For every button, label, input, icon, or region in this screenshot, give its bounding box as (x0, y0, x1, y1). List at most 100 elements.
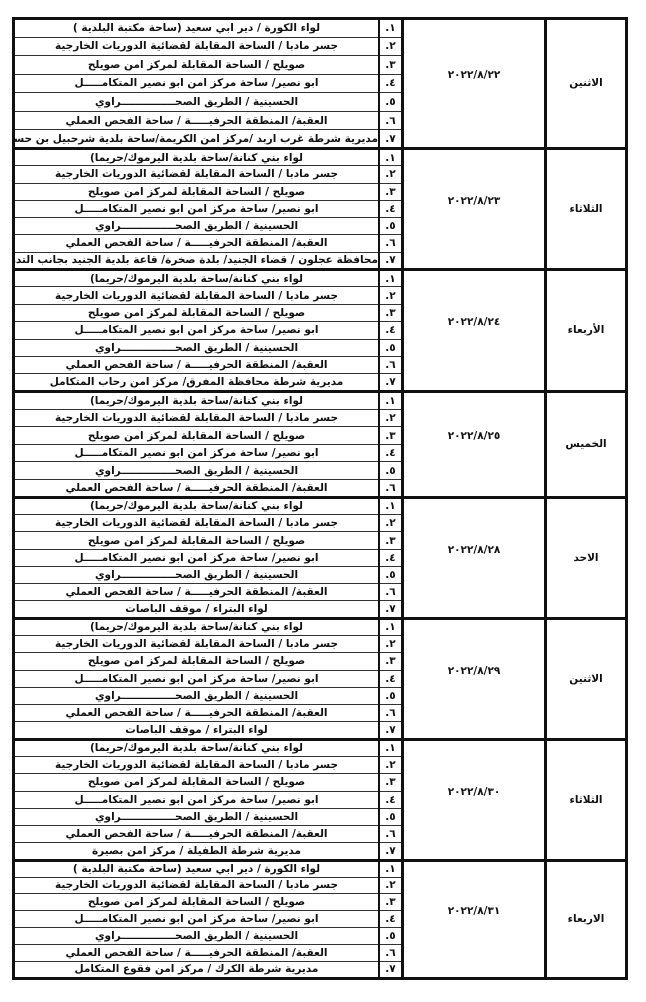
row-number: ٢. (378, 877, 403, 895)
schedule-row: ٢. جسر مادبا / الساحة المقابلة لقضائية ال… (13, 635, 627, 654)
location-cell: ابو نصير/ ساحة مركز امن ابو نصير المتكام… (13, 444, 379, 463)
day-cell: الاحد (544, 497, 627, 620)
location-cell: صويلح / الساحة المقابلة لمركز امن صويلح (13, 304, 379, 323)
location-cell: ابو نصير/ ساحة مركز امن ابو نصير المتكام… (13, 910, 379, 929)
row-number: ٥. (378, 808, 403, 827)
location-cell: العقبة/ المنطقة الحرفيـــــة / ساحة الفح… (13, 825, 379, 844)
row-number: ٤. (378, 74, 403, 94)
location-cell: ابو نصير/ ساحة مركز امن ابو نصير المتكام… (13, 321, 379, 340)
row-number: ١. (378, 148, 403, 167)
schedule-row: ٥. الحسينية / الطريق الصحـــــــــــــــر… (13, 217, 627, 236)
row-number: ٦. (378, 479, 403, 499)
location-cell: صويلح / الساحة المقابلة لمركز امن صويلح (13, 652, 379, 671)
schedule-row: ٢. جسر مادبا / الساحة المقابلة لقضائية ال… (13, 877, 627, 895)
row-number: ٥. (378, 339, 403, 358)
schedule-row: ٢. جسر مادبا / الساحة المقابلة لقضائية ال… (13, 165, 627, 184)
location-cell: لواء بني كنانة/ساحة بلدية اليرموك/حريما) (13, 497, 379, 516)
date-text: ٢٠٢٢/٨/٢٣ (447, 194, 501, 207)
schedule-row: ٥. الحسينية / الطريق الصحـــــــــــــــر… (13, 566, 627, 585)
schedule-row: ٥. الحسينية / الطريق الصحـــــــــــــــر… (13, 339, 627, 358)
schedule-row: ٧. محافظة عجلون / قضاء الجنيد/ بلدة صخرة/… (13, 252, 627, 271)
location-cell: ابو نصير/ ساحة مركز امن ابو نصير المتكام… (13, 74, 379, 94)
schedule-row: ٣. صويلح / الساحة المقابلة لمركز امن صويل… (13, 652, 627, 671)
row-number: ٣. (378, 55, 403, 75)
schedule-row: ٥. الحسينية / الطريق الصحـــــــــــــــر… (13, 92, 627, 112)
location-cell: صويلح / الساحة المقابلة لمركز امن صويلح (13, 183, 379, 201)
schedule-row: ٤. ابو نصير/ ساحة مركز امن ابو نصير المتك… (13, 791, 627, 809)
row-number: ٣. (378, 304, 403, 323)
schedule-table: الاثنين ٢٠٢٢/٨/٢٢ ١. لواء الكورة / دير ابي … (12, 17, 628, 980)
schedule-row: ٤. ابو نصير/ ساحة مركز امن ابو نصير المتك… (13, 444, 627, 463)
date-cell: ٢٠٢٢/٨/٢٤ (401, 269, 546, 393)
row-number: ٤. (378, 549, 403, 567)
location-cell: لواء البتراء / موقف الباصات (13, 721, 379, 741)
schedule-row: ٦. العقبة/ المنطقة الحرفيـــــة / ساحة ال… (13, 704, 627, 723)
row-number: ٦. (378, 111, 403, 131)
schedule-row: ٦. العقبة/ المنطقة الحرفيـــــة / ساحة ال… (13, 583, 627, 602)
location-cell: الحسينية / الطريق الصحـــــــــــــــراو… (13, 687, 379, 706)
location-cell: مديرية شرطة محافظة المفرق/ مركز امن رحاب… (13, 373, 379, 393)
row-number: ١. (378, 860, 403, 878)
schedule-row: ٢. جسر مادبا / الساحة المقابلة لقضائية ال… (13, 409, 627, 428)
day-cell: الخميس (544, 391, 627, 499)
location-cell: لواء بني كنانة/ساحة بلدية اليرموك/حريما) (13, 269, 379, 288)
date-text: ٢٠٢٢/٨/٣١ (447, 905, 501, 918)
location-cell: الحسينية / الطريق الصحـــــــــــــــراو… (13, 217, 379, 236)
row-number: ٢. (378, 514, 403, 533)
location-cell: العقبة/ المنطقة الحرفيـــــة / ساحة الفح… (13, 356, 379, 375)
location-cell: ابو نصير/ ساحة مركز امن ابو نصير المتكام… (13, 791, 379, 809)
schedule-row: ٤. ابو نصير/ ساحة مركز امن ابو نصير المتك… (13, 74, 627, 94)
row-number: ٧. (378, 129, 403, 150)
location-cell: الحسينية / الطريق الصحـــــــــــــــراو… (13, 927, 379, 945)
row-number: ٧. (378, 961, 403, 980)
location-cell: جسر مادبا / الساحة المقابلة لقضائية الدو… (13, 165, 379, 184)
row-number: ٦. (378, 234, 403, 253)
location-cell: لواء الكورة / دير ابي سعيد (ساحة مكتبة ا… (13, 18, 379, 38)
schedule-row: ٢. جسر مادبا / الساحة المقابلة لقضائية ال… (13, 514, 627, 533)
row-number: ٥. (378, 92, 403, 112)
row-number: ٧. (378, 252, 403, 271)
location-cell: جسر مادبا / الساحة المقابلة لقضائية الدو… (13, 286, 379, 305)
row-number: ٢. (378, 165, 403, 184)
row-number: ٣. (378, 893, 403, 912)
row-number: ٧. (378, 600, 403, 620)
location-cell: العقبة/ المنطقة الحرفيـــــة / ساحة الفح… (13, 479, 379, 499)
location-cell: الحسينية / الطريق الصحـــــــــــــــراو… (13, 461, 379, 481)
row-number: ٢. (378, 409, 403, 428)
date-text: ٢٠٢٢/٨/٢٤ (447, 316, 501, 329)
row-number: ١. (378, 269, 403, 288)
schedule-row: ٤. ابو نصير/ ساحة مركز امن ابو نصير المتك… (13, 910, 627, 929)
row-number: ٥. (378, 687, 403, 706)
schedule-row: ٧. مديرية شرطة محافظة المفرق/ مركز امن رح… (13, 373, 627, 393)
location-cell: صويلح / الساحة المقابلة لمركز امن صويلح (13, 893, 379, 912)
row-number: ٧. (378, 842, 403, 862)
schedule-row: ٣. صويلح / الساحة المقابلة لمركز امن صويل… (13, 773, 627, 792)
schedule-row: ٣. صويلح / الساحة المقابلة لمركز امن صويل… (13, 426, 627, 445)
schedule-row: ٧. مديرية شرطة الطفيلة / مركز امن بصيرة (13, 842, 627, 862)
row-number: ٥. (378, 217, 403, 236)
location-cell: صويلح / الساحة المقابلة لمركز امن صويلح (13, 426, 379, 445)
row-number: ٣. (378, 773, 403, 792)
day-cell: الثلاثاء (544, 148, 627, 271)
row-number: ٣. (378, 652, 403, 671)
location-cell: ابو نصير/ ساحة مركز امن ابو نصير المتكام… (13, 200, 379, 219)
date-cell: ٢٠٢٢/٨/٣١ (401, 860, 546, 980)
location-cell: العقبة/ المنطقة الحرفيـــــة / ساحة الفح… (13, 944, 379, 962)
row-number: ٦. (378, 825, 403, 844)
row-number: ٤. (378, 200, 403, 219)
row-number: ٣. (378, 183, 403, 201)
schedule-row: ٥. الحسينية / الطريق الصحـــــــــــــــر… (13, 461, 627, 481)
day-cell: الاثنين (544, 18, 627, 150)
row-number: ٥. (378, 461, 403, 481)
row-number: ٥. (378, 566, 403, 585)
schedule-row: ٣. صويلح / الساحة المقابلة لمركز امن صويل… (13, 183, 627, 201)
date-text: ٢٠٢٢/٨/٣٠ (447, 785, 501, 798)
location-cell: صويلح / الساحة المقابلة لمركز امن صويلح (13, 773, 379, 792)
row-number: ٤. (378, 670, 403, 688)
schedule-row: ٣. صويلح / الساحة المقابلة لمركز امن صويل… (13, 531, 627, 550)
location-cell: الحسينية / الطريق الصحـــــــــــــــراو… (13, 808, 379, 827)
date-cell: ٢٠٢٢/٨/٢٩ (401, 618, 546, 741)
row-number: ٦. (378, 704, 403, 723)
row-number: ٥. (378, 927, 403, 945)
location-cell: مديرية شرطة الطفيلة / مركز امن بصيرة (13, 842, 379, 862)
